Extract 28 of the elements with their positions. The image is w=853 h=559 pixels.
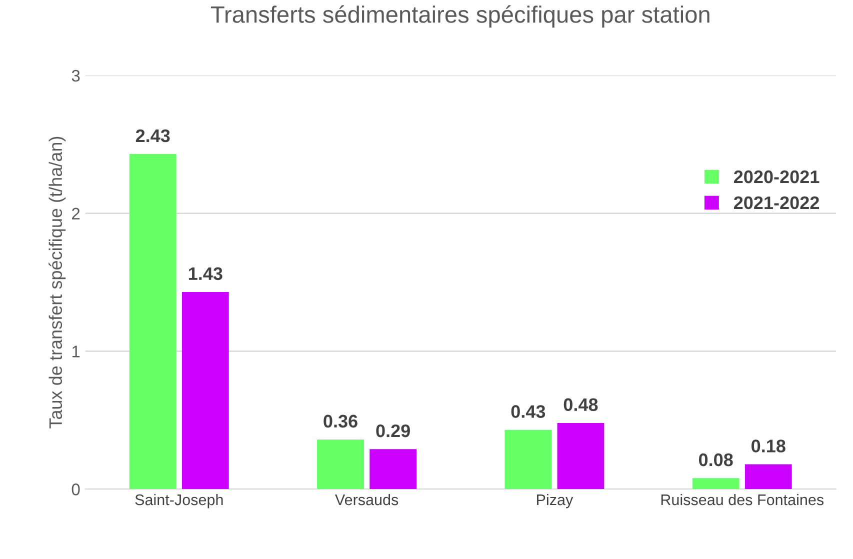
x-tick-label: Saint-Joseph xyxy=(135,494,223,508)
data-label: 2.43 xyxy=(136,129,170,142)
data-label: 0.48 xyxy=(564,398,598,412)
bar xyxy=(744,464,792,490)
bar xyxy=(692,478,740,490)
legend-label: 2020-2021 xyxy=(734,170,820,184)
bar xyxy=(557,422,604,490)
x-tick-label: Ruisseau des Fontaines xyxy=(661,494,824,506)
y-tick-label: 0 xyxy=(72,484,80,496)
y-tick-label: 1 xyxy=(72,346,80,358)
data-label: 0.36 xyxy=(324,414,358,428)
data-label: 0.18 xyxy=(752,440,786,452)
chart-title: Transferts sédimentaires spécifiques par station xyxy=(210,5,710,28)
bar xyxy=(504,430,552,490)
bar xyxy=(182,292,229,490)
data-label: 0.08 xyxy=(698,453,733,466)
bar xyxy=(129,154,176,490)
data-label: 0.29 xyxy=(376,424,410,438)
x-tick-label: Versauds xyxy=(335,494,398,506)
y-axis-title: Taux de transfert spécifique (t/ha/an) xyxy=(48,136,66,428)
bar xyxy=(370,449,417,490)
x-tick-label: Pizay xyxy=(537,494,574,508)
legend-label: 2021-2022 xyxy=(734,196,819,210)
y-tick-label: 3 xyxy=(72,70,80,82)
data-label: 0.43 xyxy=(511,405,546,418)
data-label: 1.43 xyxy=(188,267,222,280)
y-tick-label: 2 xyxy=(72,208,80,220)
bar xyxy=(317,439,364,490)
